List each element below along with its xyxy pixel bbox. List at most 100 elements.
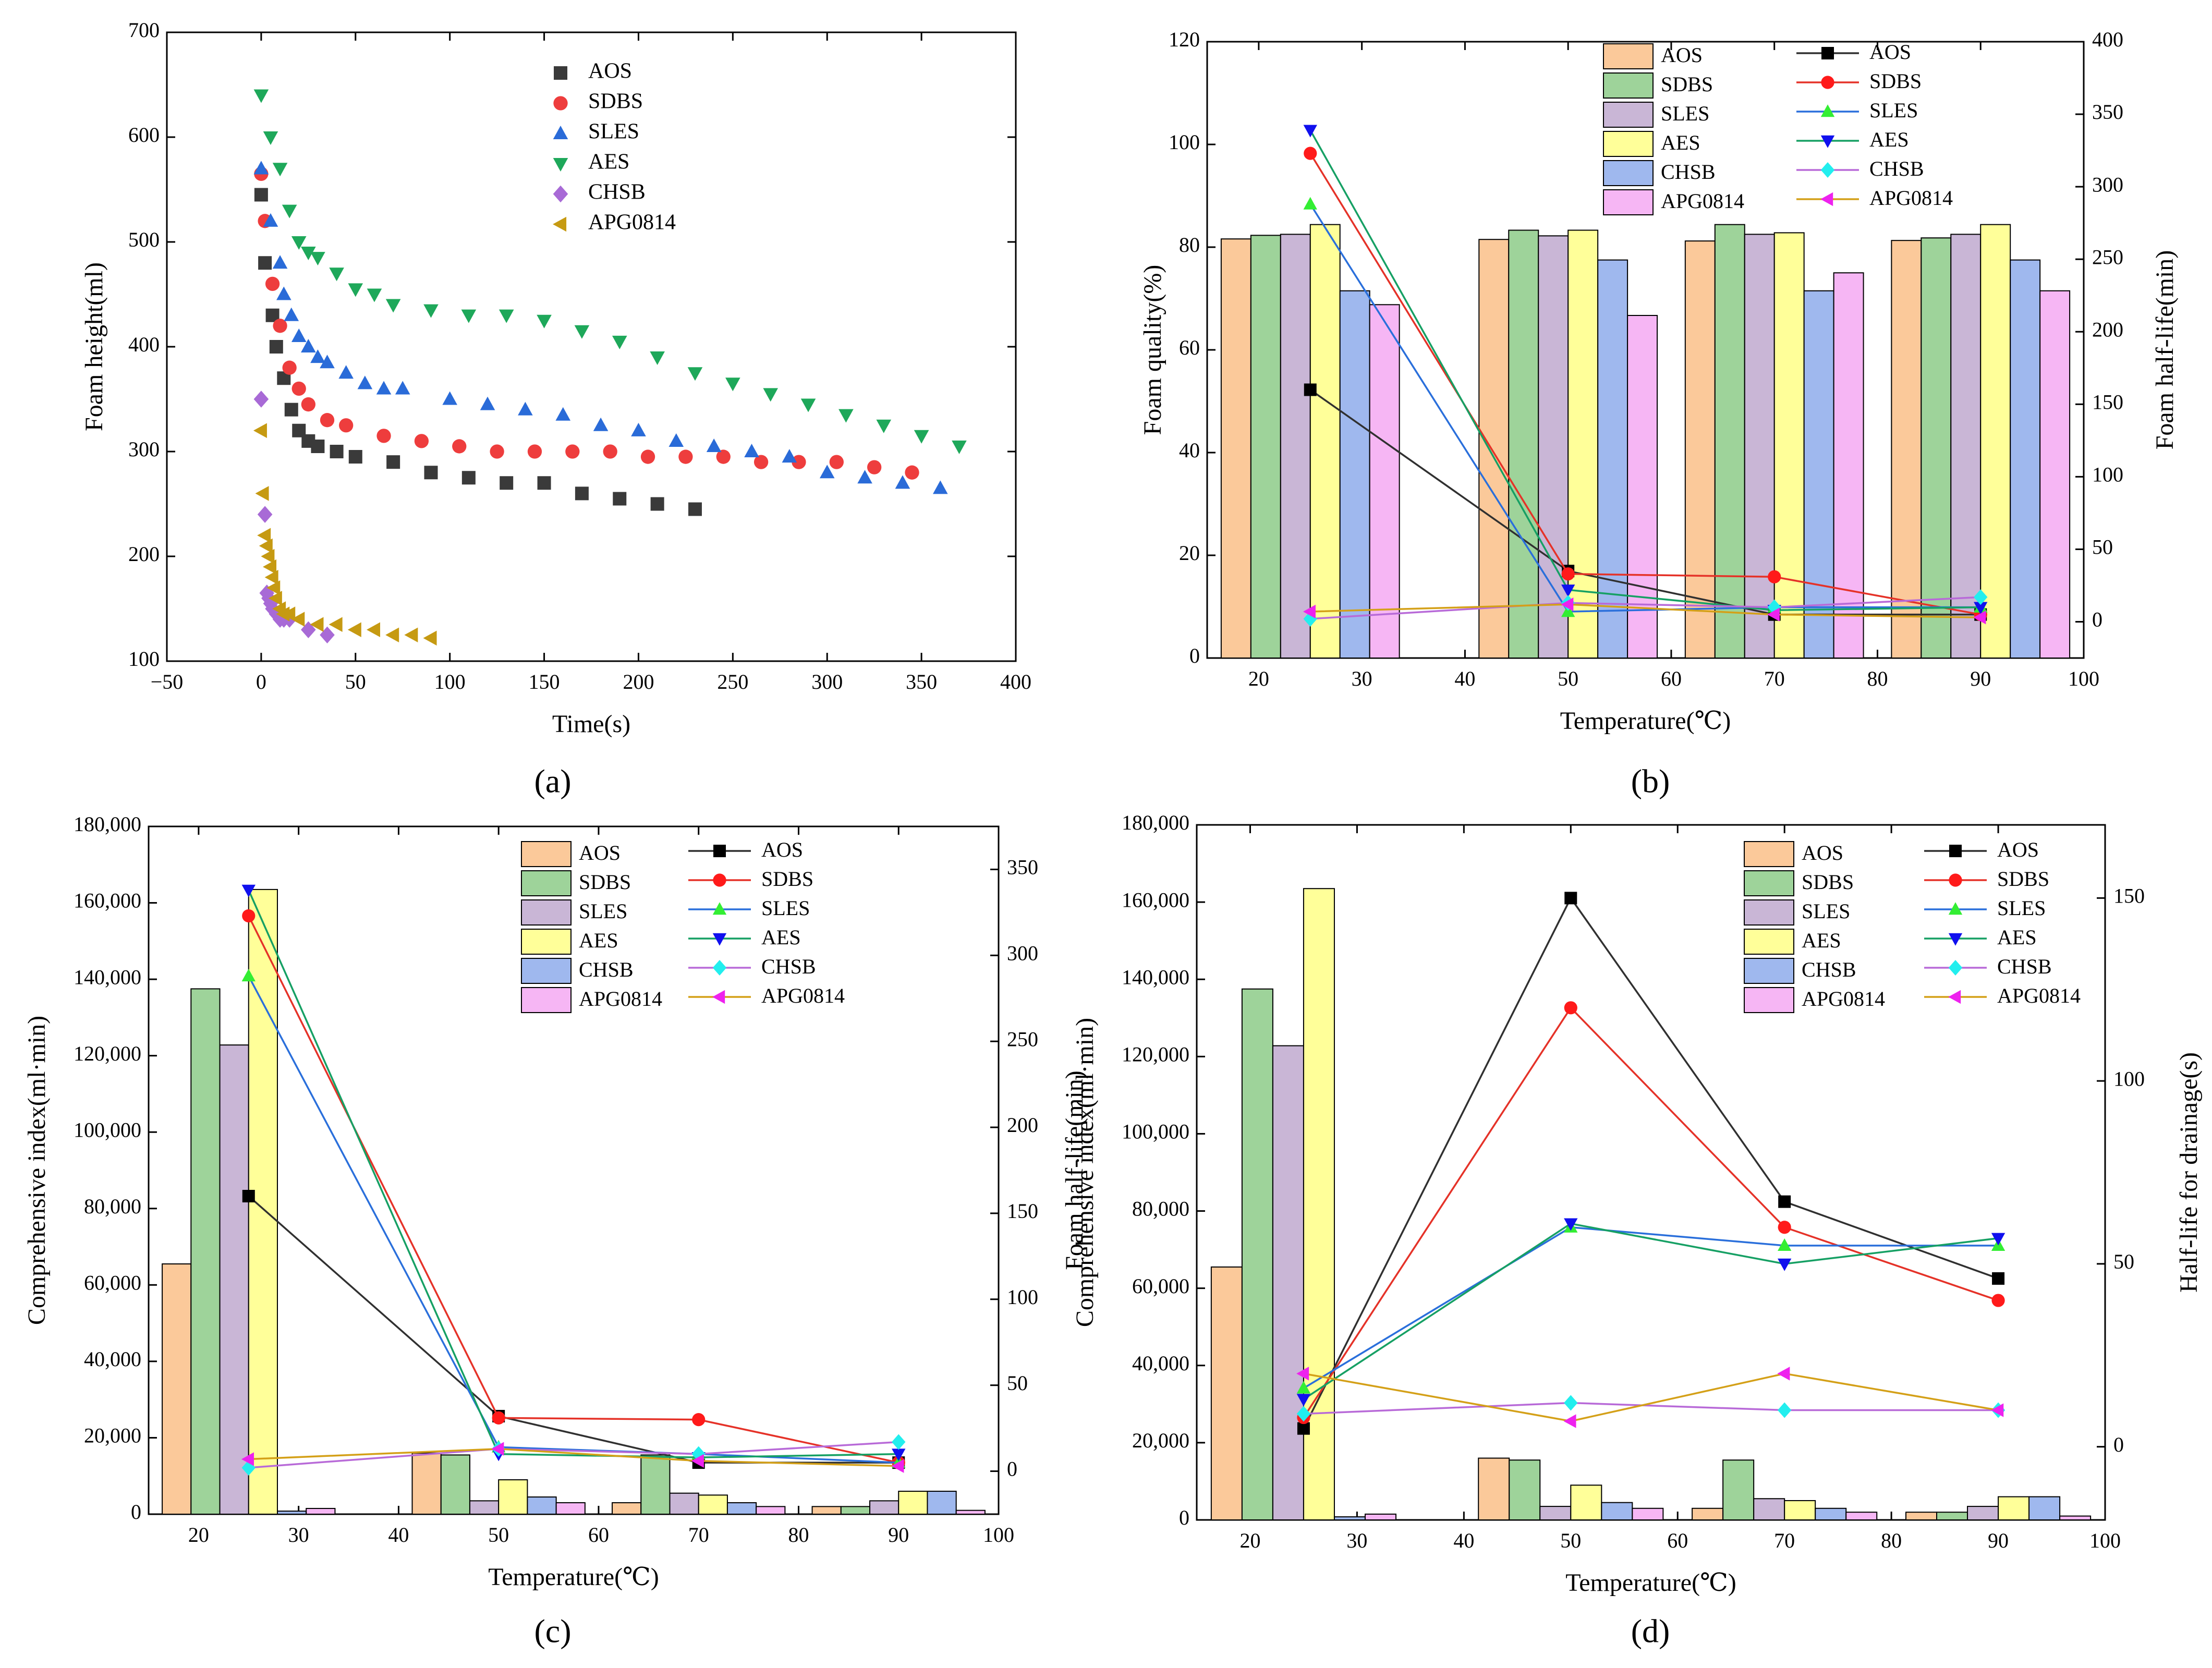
- bar: [1773, 232, 1805, 659]
- scatter-point: [518, 401, 533, 416]
- x-tick-label: 70: [688, 1523, 709, 1547]
- bar-series-CHSB: [1333, 1496, 2061, 1521]
- chart-panel-b: 20 30 40 50 60 70 80 90 100 0 20 40 60 80 100 120 0 50 100…: [1139, 28, 2179, 800]
- y-tick-label: 600: [128, 123, 160, 147]
- line-point: [1778, 1195, 1791, 1208]
- bar: [1339, 290, 1370, 659]
- line-point: [1561, 597, 1574, 612]
- scatter-point: [914, 430, 929, 444]
- scatter-point: [631, 422, 646, 436]
- series-SDBS: [254, 166, 919, 480]
- scatter-point: [292, 423, 306, 437]
- scatter-point: [265, 276, 280, 291]
- legend-label: APG0814: [588, 211, 676, 235]
- scatter-point: [310, 617, 324, 632]
- line-point: [1303, 611, 1317, 627]
- x-tick-label: 90: [888, 1523, 909, 1547]
- scatter-point: [282, 606, 296, 622]
- y-tick-label: 60: [1179, 336, 1200, 359]
- line-point: [1297, 1422, 1310, 1435]
- y2-tick-label: 100: [1007, 1285, 1038, 1309]
- scatter-point: [386, 455, 400, 469]
- bar-series-CHSB: [276, 1491, 957, 1515]
- scatter-point: [257, 528, 271, 543]
- legend-line-marker: [1948, 902, 1963, 915]
- y2-tick-label: 150: [2092, 390, 2123, 413]
- bar: [1333, 1516, 1366, 1520]
- bar: [1627, 315, 1658, 659]
- bar: [411, 1452, 442, 1515]
- scatter-point: [603, 444, 617, 459]
- y-tick-label: 0: [1189, 644, 1200, 667]
- legend: AOS SDBS SLES AES CHSB APG0814 AOS SDBS SLES AES C…: [521, 838, 845, 1013]
- scatter-point: [310, 349, 325, 363]
- bar: [726, 1502, 757, 1515]
- scatter-point: [688, 502, 702, 516]
- y-tick-label: 180,000: [74, 812, 141, 836]
- line-point: [1777, 1258, 1792, 1271]
- series-AES: [253, 89, 967, 454]
- y-tick-label: 40,000: [1132, 1352, 1189, 1375]
- y-tick-label: 20: [1179, 541, 1200, 565]
- scatter-point: [574, 325, 590, 339]
- line-point: [1564, 1395, 1578, 1411]
- scatter-point: [253, 89, 269, 103]
- panel-label: (d): [1631, 1613, 1670, 1650]
- x-tick-label: 250: [717, 670, 748, 693]
- legend-bar-label: SLES: [1661, 102, 1709, 125]
- scatter-point: [650, 497, 664, 511]
- scatter-point: [329, 267, 344, 282]
- series-line: [1303, 1372, 1999, 1422]
- scatter-point: [414, 434, 429, 448]
- bar: [1753, 1498, 1785, 1521]
- legend-marker: [553, 216, 567, 232]
- scatter-point: [499, 309, 514, 323]
- y2-tick-label: 300: [2092, 173, 2123, 196]
- scatter-point: [273, 319, 287, 333]
- y-tick-label: 60,000: [1132, 1274, 1189, 1298]
- legend-line-marker: [712, 960, 727, 976]
- x-tick-label: 80: [1867, 667, 1888, 690]
- line-point: [242, 1189, 255, 1202]
- series-line: [248, 915, 899, 1464]
- bar: [1905, 1512, 1938, 1521]
- legend-swatch: [521, 987, 572, 1013]
- x-tick-label: 50: [1560, 1529, 1581, 1552]
- series-line: [1303, 1402, 1999, 1415]
- series-line: [248, 976, 899, 1464]
- legend-line-label: AOS: [1997, 838, 2039, 861]
- y-tick-label: 80,000: [84, 1195, 141, 1218]
- scatter-point: [461, 471, 476, 485]
- scatter-point: [932, 480, 948, 494]
- y-tick-label: 120: [1169, 28, 1200, 51]
- scatter-point: [838, 409, 854, 423]
- scatter-point: [348, 450, 362, 464]
- bar: [1833, 272, 1864, 659]
- bar: [1967, 1506, 1999, 1521]
- bar: [1509, 1459, 1541, 1520]
- scatter-point: [282, 204, 297, 218]
- y-axis-title: Comprehensive index(ml·min): [23, 1016, 51, 1325]
- legend-line-marker: [1948, 933, 1963, 946]
- line-point: [1304, 147, 1317, 160]
- y-tick-label: 160,000: [74, 889, 141, 912]
- scatter-point: [423, 630, 437, 646]
- scatter-point: [424, 466, 438, 480]
- bar: [612, 1502, 642, 1515]
- bar: [1538, 235, 1569, 659]
- scatter-point: [268, 591, 282, 606]
- y-axis-title: Comprehensive index(ml·min): [1071, 1018, 1099, 1327]
- scatter-point: [367, 622, 381, 637]
- chart-panel-a: −50 0 50 100 150 200 250 300 350 400 100 200 300 400 5…: [80, 18, 1031, 800]
- scatter-point: [500, 476, 514, 490]
- legend-bar-label: CHSB: [1661, 160, 1716, 184]
- scatter-point: [301, 247, 316, 261]
- bar-series-AES: [248, 888, 928, 1515]
- scatter-point: [678, 449, 693, 464]
- legend-marker: [554, 66, 567, 80]
- series-line: [1303, 896, 1999, 1429]
- bar: [898, 1491, 928, 1515]
- bar: [2010, 259, 2041, 659]
- panel-label: (c): [534, 1613, 571, 1650]
